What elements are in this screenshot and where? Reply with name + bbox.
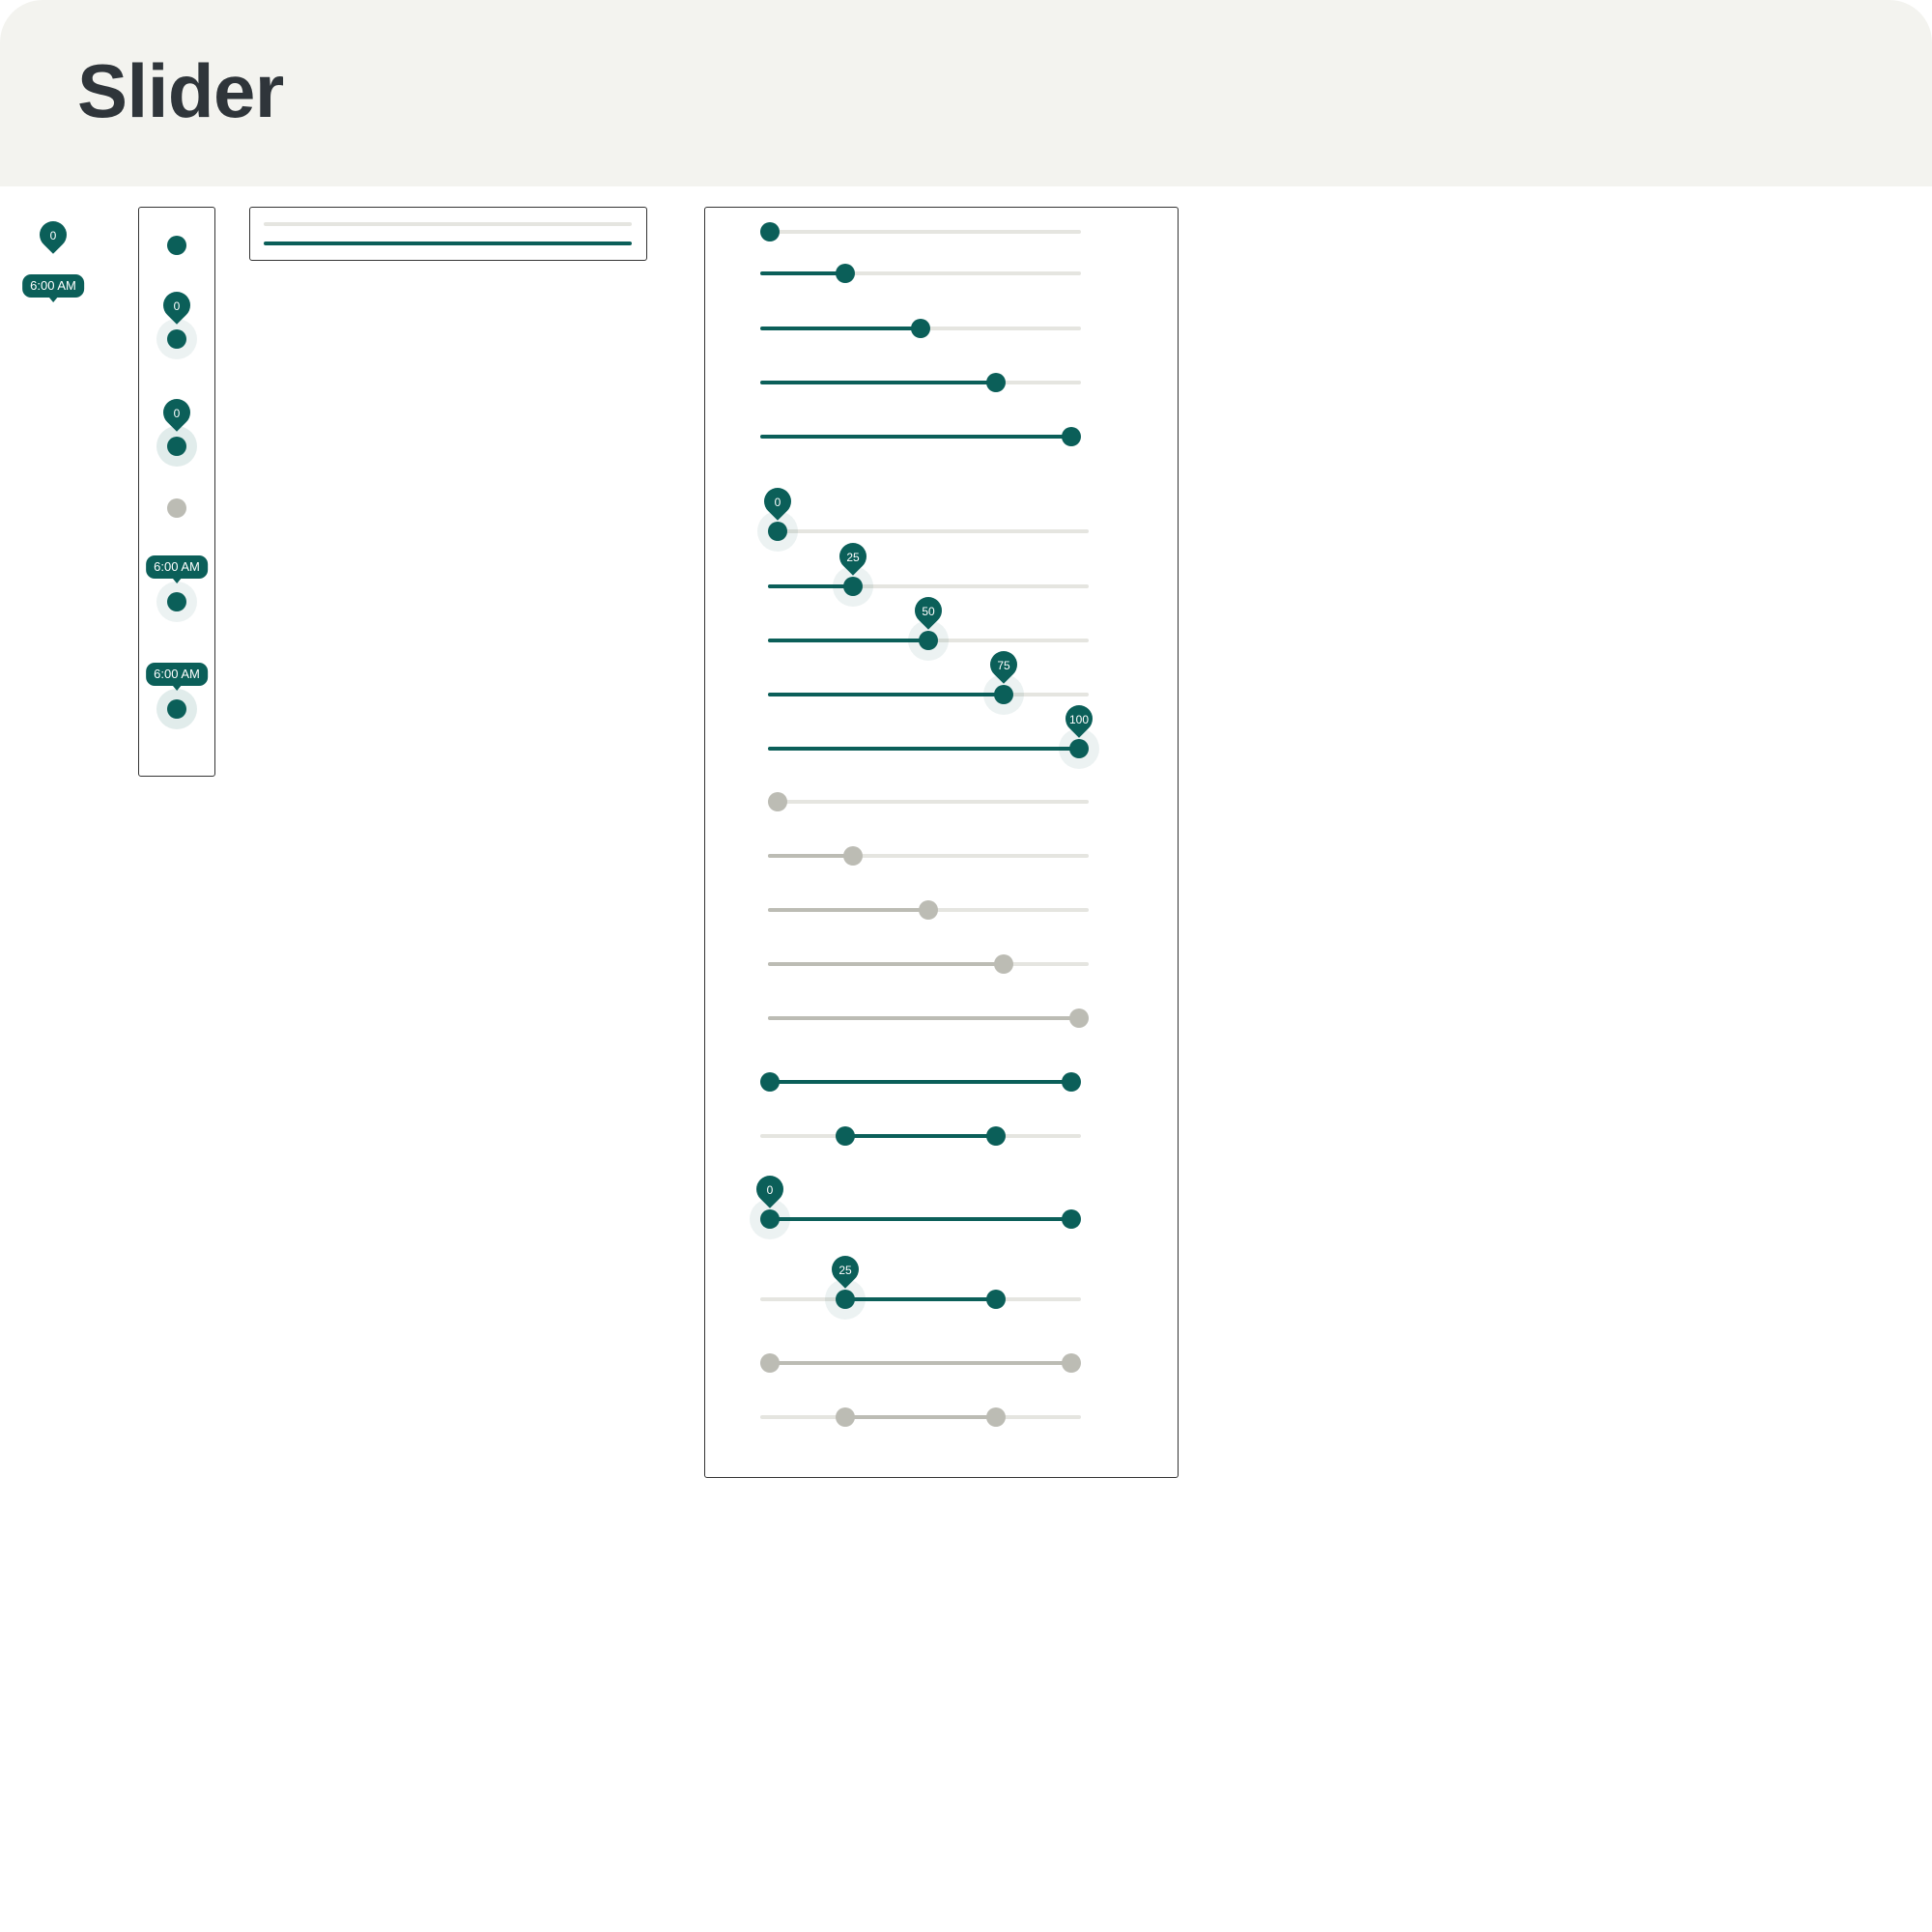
slider-active-track	[760, 327, 921, 330]
range-slider	[760, 1403, 1081, 1432]
value-tooltip-label: 25	[838, 1264, 852, 1277]
range-slider[interactable]	[760, 1067, 1081, 1096]
slider-active-track	[760, 435, 1071, 439]
value-tooltip-label: 75	[997, 659, 1010, 672]
slider	[768, 1004, 1089, 1033]
slider-thumb	[760, 1353, 780, 1373]
slider-thumb-pressed[interactable]	[167, 437, 186, 456]
slider-thumb[interactable]	[836, 1290, 855, 1309]
slider-thumb[interactable]	[1069, 739, 1089, 758]
slider-active-track	[770, 1080, 1071, 1084]
slider	[768, 841, 1089, 870]
slider-thumb[interactable]	[1062, 427, 1081, 446]
slider-inactive-track	[760, 271, 1081, 275]
value-tooltip-label: 0	[766, 1183, 774, 1197]
slider[interactable]: 50	[768, 591, 1089, 661]
slider-thumb[interactable]	[760, 1209, 780, 1229]
slider-active-track	[845, 1297, 996, 1301]
slider-thumb[interactable]	[843, 577, 863, 596]
slider-thumb[interactable]	[768, 522, 787, 541]
slider[interactable]: 0	[757, 482, 1089, 552]
slider[interactable]: 75	[768, 645, 1089, 715]
slider-thumb-disabled	[167, 498, 186, 518]
slider-active-track	[760, 381, 996, 384]
slider-thumb[interactable]	[760, 1072, 780, 1092]
slider-thumb	[836, 1407, 855, 1427]
time-tooltip: 6:00 AM	[146, 555, 208, 583]
slider-active-track	[768, 584, 853, 588]
slider-inactive-track	[760, 230, 1081, 234]
slider-thumb[interactable]	[994, 685, 1013, 704]
range-slider	[760, 1349, 1081, 1378]
slider-active-track	[768, 908, 928, 912]
slider-thumb[interactable]	[836, 264, 855, 283]
slider-thumb[interactable]	[986, 1126, 1006, 1146]
slider-thumb[interactable]	[836, 1126, 855, 1146]
range-slider[interactable]: 25	[760, 1250, 1081, 1320]
slider-active-track	[770, 1361, 1071, 1365]
slider-active-track	[768, 962, 1004, 966]
value-tooltip-label: 25	[846, 551, 860, 564]
slider-thumb[interactable]	[919, 631, 938, 650]
slider-thumb[interactable]	[1062, 1072, 1081, 1092]
slider	[768, 950, 1089, 979]
slider-active-track	[768, 1016, 1079, 1020]
slider-active-track	[768, 639, 928, 642]
slider-thumb-pressed[interactable]	[167, 699, 186, 719]
sliders-panel	[704, 207, 1179, 1478]
slider-inactive-track	[768, 800, 1089, 804]
page-header: Slider	[0, 0, 1932, 186]
slider-active-track	[845, 1134, 996, 1138]
slider-thumb	[919, 900, 938, 920]
slider-thumb	[994, 954, 1013, 974]
slider-thumb[interactable]	[986, 1290, 1006, 1309]
slider-active-track	[760, 271, 845, 275]
value-tooltip-label: 50	[922, 605, 935, 618]
time-tooltip: 6:00 AM	[146, 663, 208, 691]
slider-thumb	[986, 1407, 1006, 1427]
slider	[768, 787, 1089, 816]
slider-active-track	[768, 693, 1004, 696]
active-track-sample	[264, 242, 632, 245]
slider-inactive-track	[768, 529, 1089, 533]
slider-thumb	[843, 846, 863, 866]
time-tooltip: 6:00 AM	[22, 274, 84, 302]
slider[interactable]	[760, 368, 1081, 397]
slider-inactive-track	[768, 584, 1089, 588]
slider-thumb-focused[interactable]	[167, 592, 186, 611]
value-tooltip-label: 100	[1068, 713, 1090, 726]
slider-thumb[interactable]	[167, 236, 186, 255]
range-slider[interactable]	[760, 1122, 1081, 1151]
slider-thumb	[768, 792, 787, 811]
value-tooltip-label: 0	[49, 229, 57, 242]
value-tooltip-label: 0	[173, 299, 181, 313]
slider-active-track	[845, 1415, 996, 1419]
slider-active-track	[768, 854, 853, 858]
slider-thumb-focused[interactable]	[167, 329, 186, 349]
slider[interactable]: 25	[768, 537, 1089, 607]
slider-thumb	[1062, 1353, 1081, 1373]
value-tooltip-label: 0	[774, 496, 781, 509]
slider-thumb[interactable]	[1062, 1209, 1081, 1229]
inactive-track-sample	[264, 222, 632, 226]
range-slider[interactable]: 0	[750, 1170, 1081, 1239]
slider	[768, 895, 1089, 924]
value-tooltip-label: 0	[173, 407, 181, 420]
slider-thumb[interactable]	[911, 319, 930, 338]
slider[interactable]	[760, 314, 1081, 343]
slider-active-track	[768, 747, 1079, 751]
slider-active-track	[770, 1217, 1071, 1221]
slider[interactable]	[760, 217, 1081, 246]
slider-thumb[interactable]	[760, 222, 780, 242]
track-samples-panel	[249, 207, 647, 261]
slider[interactable]	[760, 422, 1081, 451]
slider[interactable]: 100	[768, 699, 1099, 769]
slider-inactive-track	[768, 854, 1089, 858]
slider-thumb	[1069, 1009, 1089, 1028]
slider[interactable]	[760, 259, 1081, 288]
page-title: Slider	[77, 48, 284, 133]
slider-thumb[interactable]	[986, 373, 1006, 392]
